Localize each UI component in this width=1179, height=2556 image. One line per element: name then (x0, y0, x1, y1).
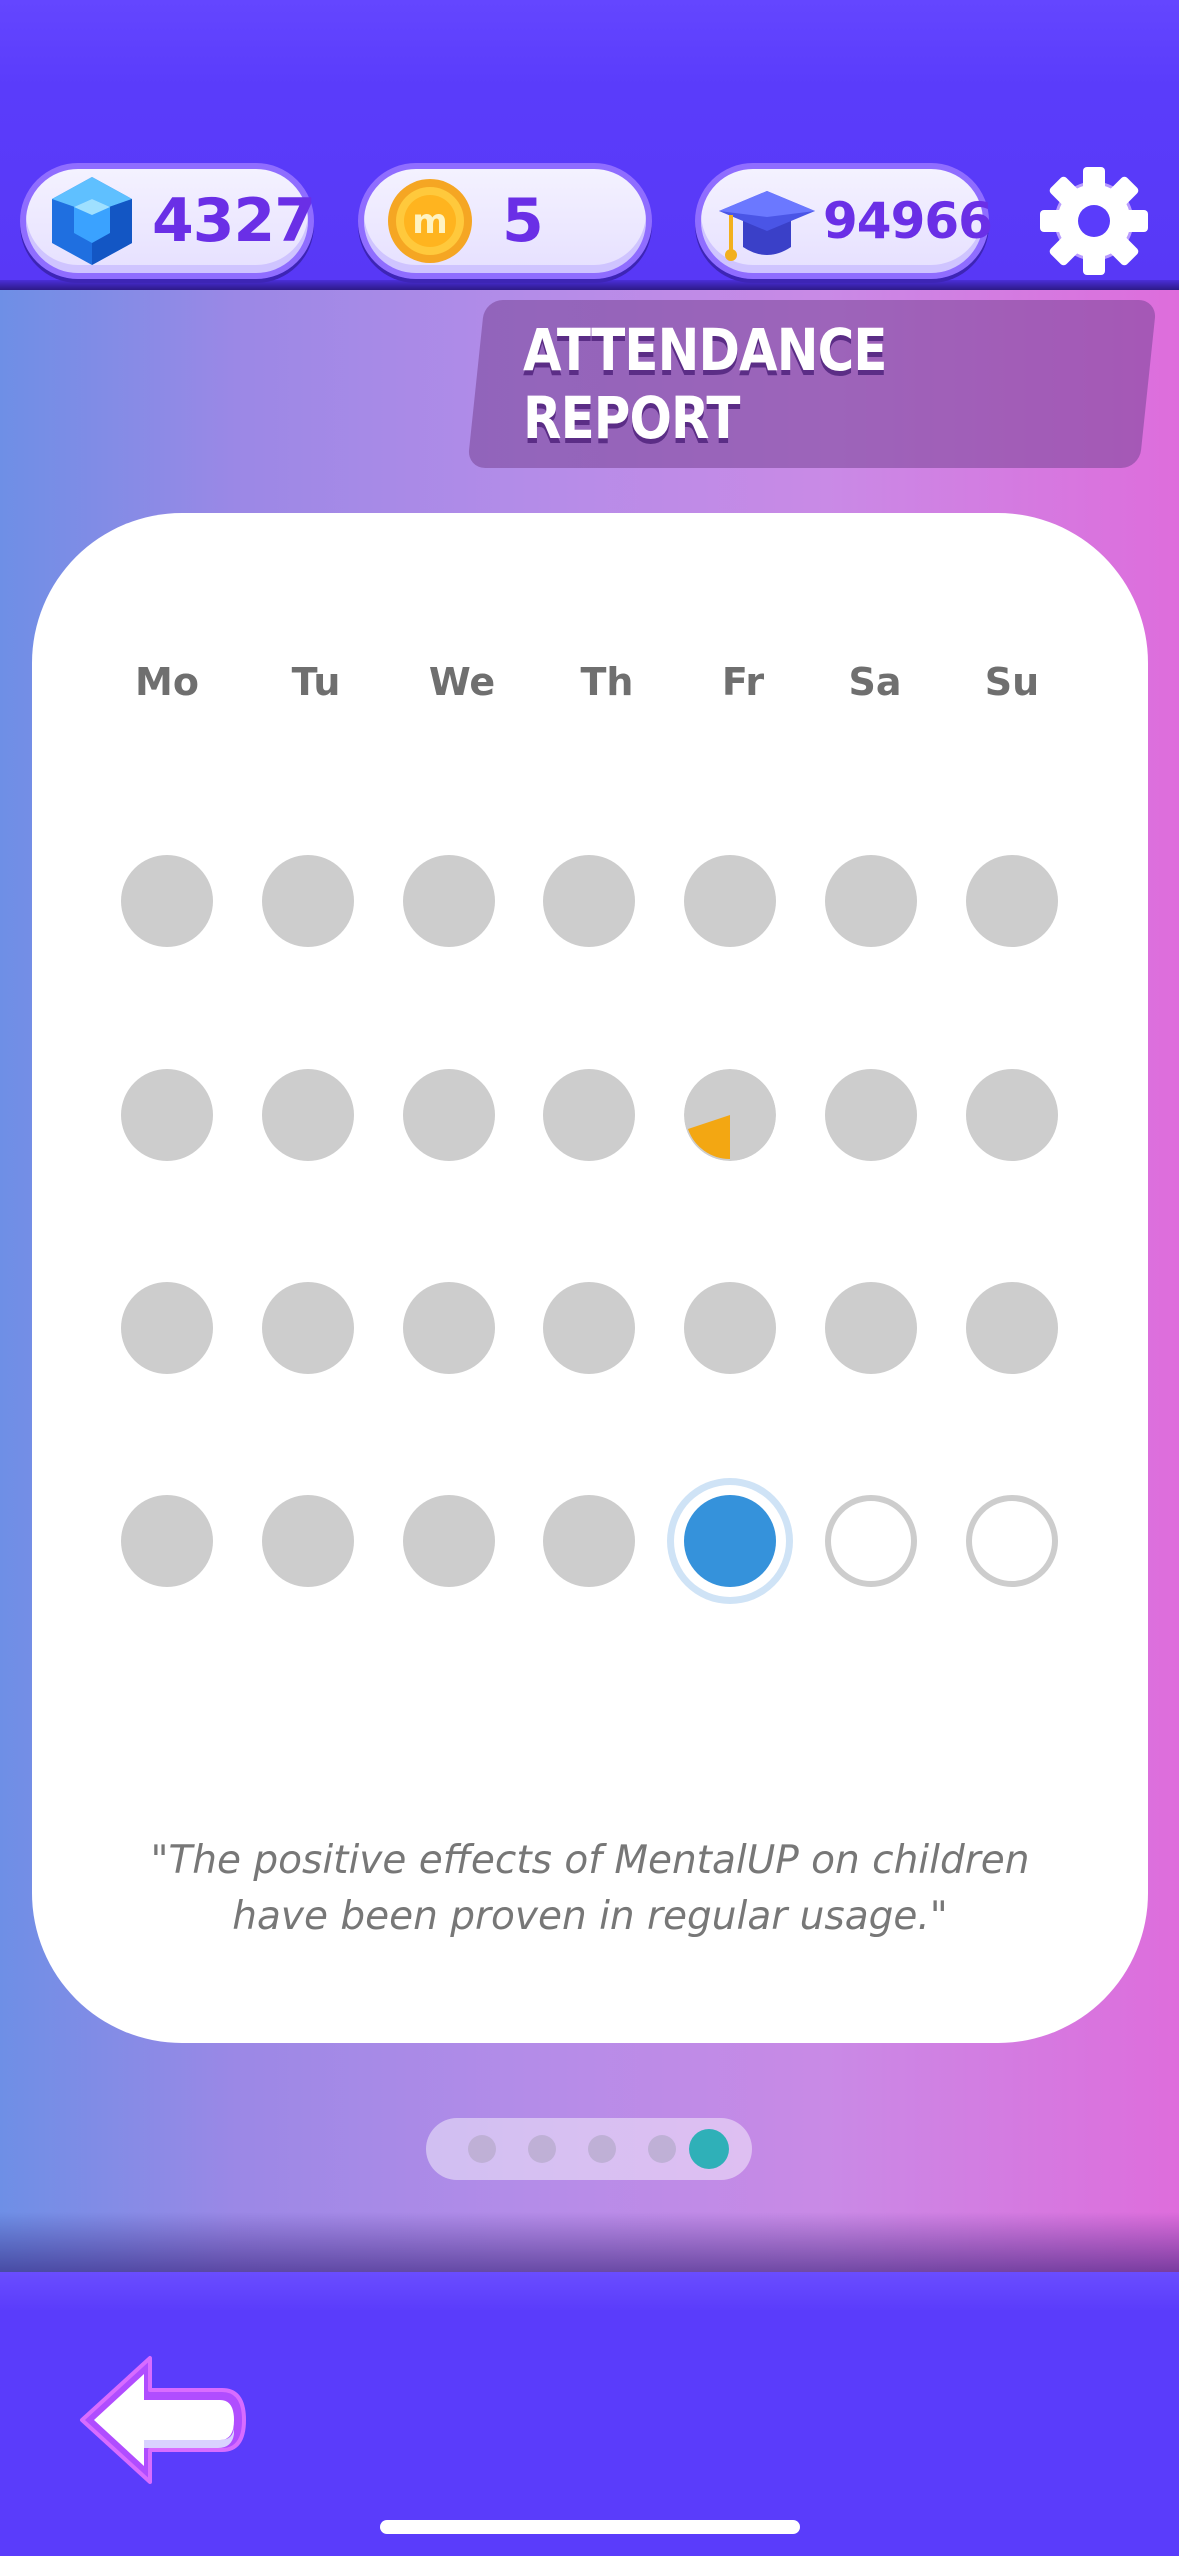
gems-value: 4327 (152, 186, 316, 256)
upcoming-day-dot (966, 1495, 1058, 1587)
day-dot (403, 1069, 495, 1161)
page-dot-active[interactable] (689, 2129, 729, 2169)
day-dot (403, 1282, 495, 1374)
back-arrow-icon[interactable] (72, 2350, 248, 2490)
page-dot[interactable] (588, 2135, 616, 2163)
quote-line-2: have been proven in regular usage." (232, 1894, 948, 1939)
day-dot (121, 1282, 213, 1374)
day-dot (543, 855, 635, 947)
day-dot (825, 1069, 917, 1161)
gems-counter[interactable]: 4327 (20, 163, 316, 279)
day-dot (825, 1282, 917, 1374)
day-dot (121, 1069, 213, 1161)
day-dot (543, 1282, 635, 1374)
home-indicator[interactable] (380, 2520, 800, 2534)
day-dot (543, 1495, 635, 1587)
page-dot[interactable] (648, 2135, 676, 2163)
page-dot[interactable] (528, 2135, 556, 2163)
day-dot (262, 1069, 354, 1161)
attendance-card (32, 513, 1148, 2043)
coins-counter[interactable]: m 5 (358, 163, 652, 279)
page-title: ATTENDANCE REPORT (523, 316, 887, 452)
svg-text:m: m (412, 202, 447, 242)
gem-icon (52, 177, 132, 265)
day-dot (262, 1282, 354, 1374)
weekday-su: Su (984, 660, 1040, 704)
day-dot-partial (684, 1069, 776, 1161)
quote-text: "The positive effects of MentalUP on chi… (82, 1833, 1098, 1945)
weekday-sa: Sa (848, 660, 902, 704)
day-dot (684, 1282, 776, 1374)
weekday-mo: Mo (135, 660, 199, 704)
score-value: 94966 (823, 192, 993, 250)
today-dot[interactable] (684, 1495, 776, 1587)
day-dot (403, 1495, 495, 1587)
weekday-we: We (428, 660, 496, 704)
day-dot (121, 855, 213, 947)
page-indicator (426, 2118, 752, 2180)
weekday-th: Th (580, 660, 634, 704)
day-dot (966, 1069, 1058, 1161)
day-dot (543, 1069, 635, 1161)
day-dot (262, 855, 354, 947)
graduation-cap-icon (719, 191, 815, 261)
day-dot (121, 1495, 213, 1587)
gear-icon[interactable] (1036, 163, 1152, 279)
day-dot (403, 855, 495, 947)
score-counter[interactable]: 94966 (695, 163, 993, 279)
day-dot (966, 1282, 1058, 1374)
quote-line-1: "The positive effects of MentalUP on chi… (150, 1838, 1030, 1883)
day-dot (262, 1495, 354, 1587)
day-dot (684, 855, 776, 947)
day-dot (825, 855, 917, 947)
page-dot[interactable] (468, 2135, 496, 2163)
weekday-fr: Fr (721, 660, 765, 704)
weekday-tu: Tu (291, 660, 341, 704)
coin-icon: m (388, 179, 472, 263)
upcoming-day-dot (825, 1495, 917, 1587)
day-dot (966, 855, 1058, 947)
coins-value: 5 (502, 186, 544, 256)
